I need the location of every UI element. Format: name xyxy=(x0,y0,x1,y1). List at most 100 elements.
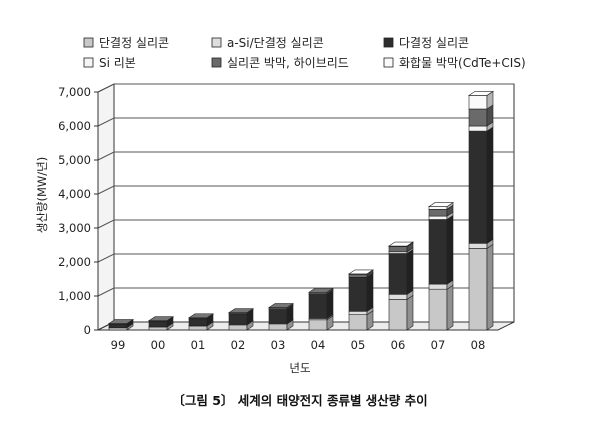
x-tick-label: 07 xyxy=(431,338,446,352)
bar-segment-side xyxy=(446,284,454,331)
grid-line xyxy=(97,219,514,229)
bar-top xyxy=(148,316,174,321)
x-tick-label: 06 xyxy=(391,338,406,352)
bar-segment xyxy=(428,206,448,210)
legend-item: 단결정 실리콘 xyxy=(83,36,169,50)
bar-segment xyxy=(468,108,488,127)
bar-segment xyxy=(228,313,248,325)
bar-stacks xyxy=(108,90,494,331)
x-tick-label: 08 xyxy=(471,338,486,352)
legend-label: 실리콘 박막, 하이브리드 xyxy=(227,56,349,70)
bar-segment xyxy=(428,215,448,220)
y-tick-label: 5,000 xyxy=(58,153,91,167)
bar-segment-side xyxy=(446,214,454,285)
bar-stack xyxy=(188,313,214,331)
bar-top xyxy=(308,287,334,293)
legend-label: 화합물 박막(CdTe+CIS) xyxy=(399,56,526,70)
x-axis-title: 년도 xyxy=(289,361,310,375)
x-tick-label: 03 xyxy=(271,338,286,352)
legend-swatch xyxy=(83,37,94,48)
grid-line xyxy=(97,83,514,93)
bar-segment-side xyxy=(406,294,414,331)
bar-stack xyxy=(268,302,294,331)
bar-top xyxy=(268,303,294,308)
legend-swatch xyxy=(211,57,222,68)
bar-segment xyxy=(188,325,208,331)
y-tick-label: 4,000 xyxy=(58,187,91,201)
bar-segment-side xyxy=(326,290,334,320)
bar-stack xyxy=(388,241,414,331)
legend-swatch xyxy=(383,37,394,48)
bar-segment xyxy=(388,299,408,331)
x-tick-label: 05 xyxy=(351,338,366,352)
bar-stack xyxy=(108,318,134,331)
bar-top xyxy=(348,269,374,275)
bar-segment xyxy=(428,283,448,290)
legend-item: 화합물 박막(CdTe+CIS) xyxy=(383,56,526,70)
bar-top xyxy=(108,319,134,324)
bar-segment xyxy=(468,95,488,110)
figure-caption: 〔그림 5〕 세계의 태양전지 종류별 생산량 추이 xyxy=(172,393,427,408)
y-tick-label: 0 xyxy=(84,323,91,337)
bar-segment xyxy=(268,323,288,331)
bar-segment xyxy=(388,253,408,295)
bar-top xyxy=(468,91,494,96)
y-tick-label: 1,000 xyxy=(58,289,91,303)
x-tick-label: 99 xyxy=(111,338,126,352)
grid-line xyxy=(97,151,514,161)
legend-item: 다결정 실리콘 xyxy=(383,36,469,50)
bar-segment-side xyxy=(366,272,374,312)
bar-segment xyxy=(148,321,168,327)
y-axis: 0 1,000 2,000 3,000 4,000 5,000 6,000 7,000 xyxy=(58,85,99,337)
bar-top xyxy=(428,202,454,207)
bar-segment-side xyxy=(486,243,494,331)
bar-segment xyxy=(308,294,328,319)
grid-lines xyxy=(97,83,514,297)
bar-top xyxy=(388,241,414,247)
y-tick-label: 6,000 xyxy=(58,119,91,133)
bar-segment xyxy=(308,319,328,331)
legend-label: 다결정 실리콘 xyxy=(399,36,469,50)
bar-segment xyxy=(188,318,208,326)
legend-item: 실리콘 박막, 하이브리드 xyxy=(211,56,349,70)
bar-segment xyxy=(388,293,408,300)
legend-swatch xyxy=(83,57,94,68)
x-tick-label: 00 xyxy=(151,338,166,352)
bar-segment xyxy=(468,243,488,249)
y-tick-label: 2,000 xyxy=(58,255,91,269)
bar-stack xyxy=(228,308,254,331)
bar-segment xyxy=(468,248,488,331)
bar-stack xyxy=(428,202,454,331)
legend-swatch xyxy=(211,37,222,48)
bar-segment xyxy=(428,288,448,331)
bar-stack xyxy=(348,269,374,331)
x-tick-label: 04 xyxy=(311,338,326,352)
bar-segment xyxy=(468,130,488,244)
bar-segment xyxy=(268,309,288,324)
legend-item: Si 리본 xyxy=(83,56,136,70)
y-axis-title: 생산량(MW/년) xyxy=(35,157,49,233)
bar-stack xyxy=(148,316,174,331)
bar-segment-side xyxy=(486,126,494,244)
legend-label: 단결정 실리콘 xyxy=(99,36,169,50)
bar-stack xyxy=(308,287,334,331)
legend-item: a-Si/단결정 실리콘 xyxy=(211,36,324,50)
x-tick-label: 02 xyxy=(231,338,246,352)
legend-label: a-Si/단결정 실리콘 xyxy=(227,36,324,50)
bar-stack xyxy=(468,90,494,331)
grid-line xyxy=(97,253,514,263)
bar-segment xyxy=(348,314,368,331)
bar-top xyxy=(228,308,254,313)
plot-area xyxy=(97,83,515,331)
bar-segment xyxy=(388,246,408,253)
bar-segment xyxy=(468,125,488,132)
bar-top xyxy=(188,313,214,319)
legend-swatch xyxy=(383,57,394,68)
bar-segment-side xyxy=(406,248,414,295)
grid-line xyxy=(97,287,514,297)
bar-segment xyxy=(348,276,368,312)
grid-line xyxy=(97,117,514,127)
plot-back-wall xyxy=(113,83,515,323)
bar-segment xyxy=(348,310,368,315)
